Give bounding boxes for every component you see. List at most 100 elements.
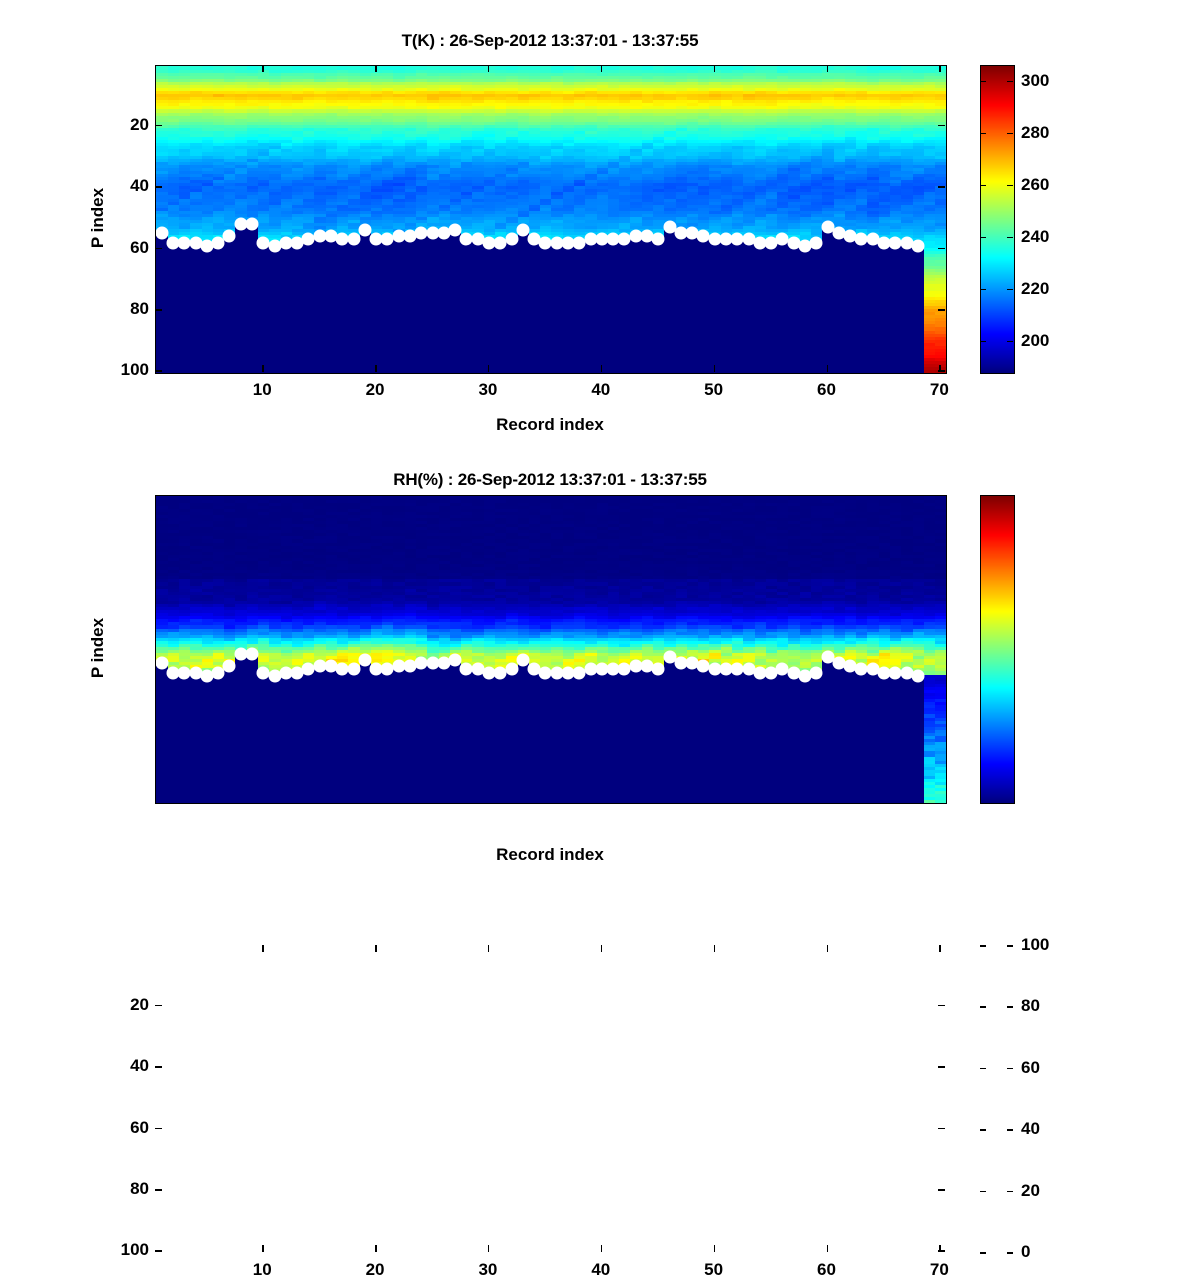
y-tick-mark [155,1004,162,1007]
x-axis-label-temperature: Record index [496,415,604,434]
x-tick-mark [826,1245,828,1252]
y-tick-mark-right [938,1066,945,1068]
y-tick-mark [155,370,162,372]
heatmap-axes-relative-humidity [155,495,947,804]
colorbar-tick-mark [1007,80,1013,83]
x-tick-mark [262,1245,264,1252]
colorbar-tick-mark [1007,340,1013,343]
x-tick-mark-top [600,65,603,72]
x-tick-mark [713,365,716,372]
x-tick-label: 60 [817,1260,836,1279]
x-tick-mark [826,365,828,372]
colorbar-tick-label: 220 [1021,278,1050,298]
y-tick-mark [155,1066,162,1068]
colorbar-tick-label: 100 [1021,935,1050,954]
y-tick-mark [155,1189,162,1191]
colorbar-tick-mark-left [980,132,986,135]
y-tick-mark-right [938,247,945,250]
panel-title-relative-humidity: RH(%) : 26-Sep-2012 13:37:01 - 13:37:55 [393,470,707,489]
colorbar-tick-mark-left [980,1006,986,1008]
colorbar-tick-mark-left [980,1190,986,1193]
x-tick-mark [487,365,490,372]
x-tick-mark-top [713,945,716,952]
x-tick-mark-top [600,945,603,952]
y-tick-label: 60 [130,237,149,257]
y-tick-mark [155,1127,162,1130]
x-tick-mark-top [939,65,941,72]
colorbar-tick-mark [1007,132,1013,135]
x-tick-label: 30 [478,380,498,399]
x-tick-label: 50 [704,1260,724,1279]
colorbar-tick-mark [1007,1067,1013,1070]
y-tick-label: 20 [130,994,149,1014]
colorbar-temperature [980,65,1015,374]
colorbar-relative-humidity [980,495,1015,804]
y-tick-label: 80 [130,1179,149,1199]
heatmap-axes-temperature [155,65,947,374]
colorbar-tick-mark-left [980,340,986,343]
x-tick-mark-top [826,65,828,72]
x-tick-label: 70 [929,380,949,399]
y-tick-mark [155,186,162,188]
colorbar-tick-label: 20 [1021,1180,1040,1200]
x-tick-label: 40 [591,1260,611,1279]
colorbar-tick-mark-left [980,945,986,947]
colorbar-tick-mark-left [980,236,986,239]
x-tick-mark [600,365,603,372]
y-axis-label-relative-humidity: P index [88,617,107,679]
panel-relative-humidity: RH(%) : 26-Sep-2012 13:37:01 - 13:37:55 … [0,450,1200,1279]
x-tick-label: 50 [704,380,724,399]
x-tick-mark [600,1245,603,1252]
x-tick-label: 10 [252,1260,272,1279]
y-tick-mark [155,247,162,250]
y-tick-mark-right [938,124,945,127]
colorbar-tick-mark [1007,288,1013,291]
x-tick-mark-top [939,945,941,952]
x-tick-mark-top [487,65,490,72]
colorbar-tick-label: 80 [1021,996,1040,1016]
y-axis-label-temperature: P index [88,187,107,249]
colorbar-tick-mark [1007,236,1013,239]
x-tick-label: 10 [252,380,272,399]
colorbar-tick-mark [1007,1190,1013,1193]
x-axis-label-relative-humidity: Record index [496,845,604,864]
x-tick-mark [713,1245,716,1252]
colorbar-tick-label: 280 [1021,122,1050,142]
x-tick-mark-top [262,945,264,952]
x-tick-mark-top [713,65,716,72]
x-tick-label: 70 [929,1260,949,1279]
y-tick-mark-right [938,1004,945,1007]
colorbar-tick-label: 40 [1021,1119,1040,1139]
colorbar-tick-label: 0 [1021,1242,1031,1261]
y-tick-label: 60 [130,1117,149,1137]
x-tick-label: 40 [591,380,611,399]
colorbar-tick-mark-left [980,1067,986,1070]
colorbar-tick-mark [1007,1252,1013,1254]
x-tick-label: 30 [478,1260,498,1279]
x-tick-mark-top [375,945,377,952]
y-tick-mark-right [938,1127,945,1130]
y-tick-mark-right [938,1189,945,1191]
x-tick-mark-top [826,945,828,952]
y-tick-mark [155,1250,162,1252]
y-tick-mark [155,124,162,127]
y-tick-mark-right [938,370,945,372]
y-tick-mark-right [938,186,945,188]
y-tick-mark [155,309,162,311]
x-tick-mark-top [262,65,264,72]
colorbar-tick-label: 260 [1021,174,1050,194]
colorbar-tick-mark-left [980,1252,986,1254]
y-tick-label: 100 [120,1240,149,1260]
x-tick-mark [939,365,941,372]
x-tick-mark [375,1245,377,1252]
colorbar-tick-mark-left [980,184,986,187]
y-tick-label: 20 [130,114,149,134]
x-tick-mark-top [487,945,490,952]
panel-temperature: T(K) : 26-Sep-2012 13:37:01 - 13:37:55 1… [0,0,1200,450]
y-tick-mark-right [938,1250,945,1252]
x-tick-mark [487,1245,490,1252]
x-tick-label: 60 [817,380,836,399]
colorbar-tick-label: 60 [1021,1057,1040,1077]
colorbar-tick-mark [1007,945,1013,947]
